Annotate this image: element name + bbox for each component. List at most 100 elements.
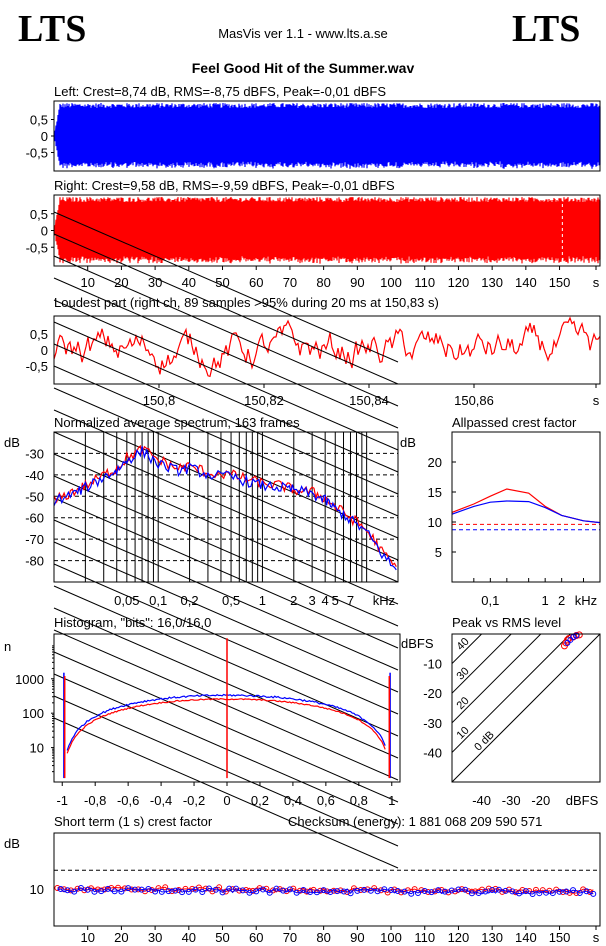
short-term-marker <box>155 885 162 892</box>
short-term-marker <box>246 889 253 896</box>
waveform-title: Left: Crest=8,74 dB, RMS=-8,75 dBFS, Pea… <box>54 84 386 99</box>
short-term-marker <box>253 888 260 895</box>
y-tick-label: -10 <box>423 657 442 672</box>
y-tick-label: 10 <box>428 515 442 530</box>
short-term-marker <box>71 888 78 895</box>
short-term-marker <box>104 885 111 892</box>
short-term-marker <box>185 888 192 895</box>
y-tick-label: -20 <box>423 686 442 701</box>
short-term-marker <box>458 886 465 893</box>
short-term-marker <box>388 887 395 894</box>
short-term-marker <box>273 885 280 892</box>
short-term-marker <box>431 888 438 895</box>
short-term-marker <box>239 887 246 894</box>
x-tick-label: 0,4 <box>284 793 302 808</box>
x-tick-label: 60 <box>249 930 263 945</box>
short-term-marker <box>576 889 583 896</box>
short-term-marker <box>172 887 179 894</box>
x-tick-label: 2 <box>290 593 297 608</box>
histogram-series-red <box>66 697 386 754</box>
allpass-frame <box>451 431 601 583</box>
short-term-marker <box>448 887 455 894</box>
spectrum-frame <box>53 431 399 583</box>
checksum-label: Checksum (energy): 1 881 068 209 590 571 <box>288 814 542 829</box>
short-term-marker <box>54 884 61 891</box>
x-tick-label: 100 <box>380 275 402 290</box>
y-tick-label: -30 <box>25 446 44 461</box>
short-term-marker <box>519 887 526 894</box>
short-term-marker <box>472 888 479 895</box>
y-tick-label: -0,5 <box>26 359 48 374</box>
x-tick-label: 70 <box>283 930 297 945</box>
x-tick-label: 80 <box>316 275 330 290</box>
x-tick-label: 150,8 <box>143 393 176 408</box>
crest-diagonal <box>452 634 542 724</box>
x-tick-label: 40 <box>182 275 196 290</box>
x-tick-label: s <box>593 275 600 290</box>
y-tick-label: -70 <box>25 532 44 547</box>
short-term-marker <box>415 890 421 897</box>
short-term-marker <box>286 886 293 893</box>
x-tick-label: 0,1 <box>481 593 499 608</box>
x-tick-label: 0,2 <box>181 593 199 608</box>
spectrum-slope-line <box>53 497 399 649</box>
short-term-marker <box>320 887 327 894</box>
short-term-marker <box>394 887 401 894</box>
x-tick-label: 50 <box>215 275 229 290</box>
y-tick-label: -80 <box>25 554 44 569</box>
spectrum-slope-line <box>53 211 399 363</box>
x-tick-label: 10 <box>80 275 94 290</box>
x-tick-label: 120 <box>448 275 470 290</box>
short-term-marker <box>131 886 138 893</box>
short-term-marker <box>313 889 320 896</box>
y-tick-label: 20 <box>428 455 442 470</box>
x-tick-label: 150 <box>549 275 571 290</box>
x-tick-label: -40 <box>472 793 491 808</box>
lts-logo-left: LTS <box>18 8 87 50</box>
short-term-marker <box>475 890 482 897</box>
x-tick-label: kHz <box>575 593 597 608</box>
short-term-marker <box>303 888 310 895</box>
short-term-marker <box>455 886 462 893</box>
y-tick-label: 0,5 <box>30 207 48 222</box>
x-tick-label: -0,4 <box>150 793 172 808</box>
short-term-marker <box>509 888 516 895</box>
x-tick-label: 130 <box>481 275 503 290</box>
short-term-marker <box>148 887 155 894</box>
short-term-marker <box>84 886 91 893</box>
short-term-marker <box>259 886 266 893</box>
short-term-marker <box>462 886 469 893</box>
spectrum-slope-line <box>53 563 399 715</box>
short-term-marker <box>391 886 398 893</box>
x-tick-label: 110 <box>414 930 435 945</box>
short-term-marker <box>495 886 502 893</box>
short-term-marker <box>182 885 189 892</box>
x-tick-label: 0,5 <box>222 593 240 608</box>
spectrum-slope-line <box>53 365 399 517</box>
x-tick-label: -0,2 <box>183 793 205 808</box>
short-term-frame <box>53 832 601 927</box>
spectrum-slope-line <box>53 343 399 495</box>
short-term-marker <box>111 888 118 895</box>
crest-diagonal <box>452 634 483 665</box>
spectrum-slope-line <box>53 233 399 385</box>
spectrum-series-blue <box>53 446 397 571</box>
short-term-marker <box>108 885 115 892</box>
short-term-marker <box>441 888 448 895</box>
file-title: Feel Good Hit of the Summer.wav <box>191 60 415 76</box>
x-tick-label: 120 <box>448 930 470 945</box>
x-tick-label: 150,86 <box>454 393 494 408</box>
y-axis-label: dB <box>4 836 20 851</box>
short-term-marker <box>293 889 300 896</box>
spectrum-slope-line <box>53 475 399 627</box>
spectrum-slope-line <box>53 651 399 803</box>
short-term-marker <box>307 889 314 896</box>
spectrum-slope-line <box>53 277 399 429</box>
short-term-marker <box>233 885 239 892</box>
short-term-marker <box>398 889 405 896</box>
short-term-marker <box>77 884 84 891</box>
x-tick-label: 40 <box>182 930 196 945</box>
y-tick-label: 10 <box>30 741 44 756</box>
y-tick-label: -30 <box>423 716 442 731</box>
